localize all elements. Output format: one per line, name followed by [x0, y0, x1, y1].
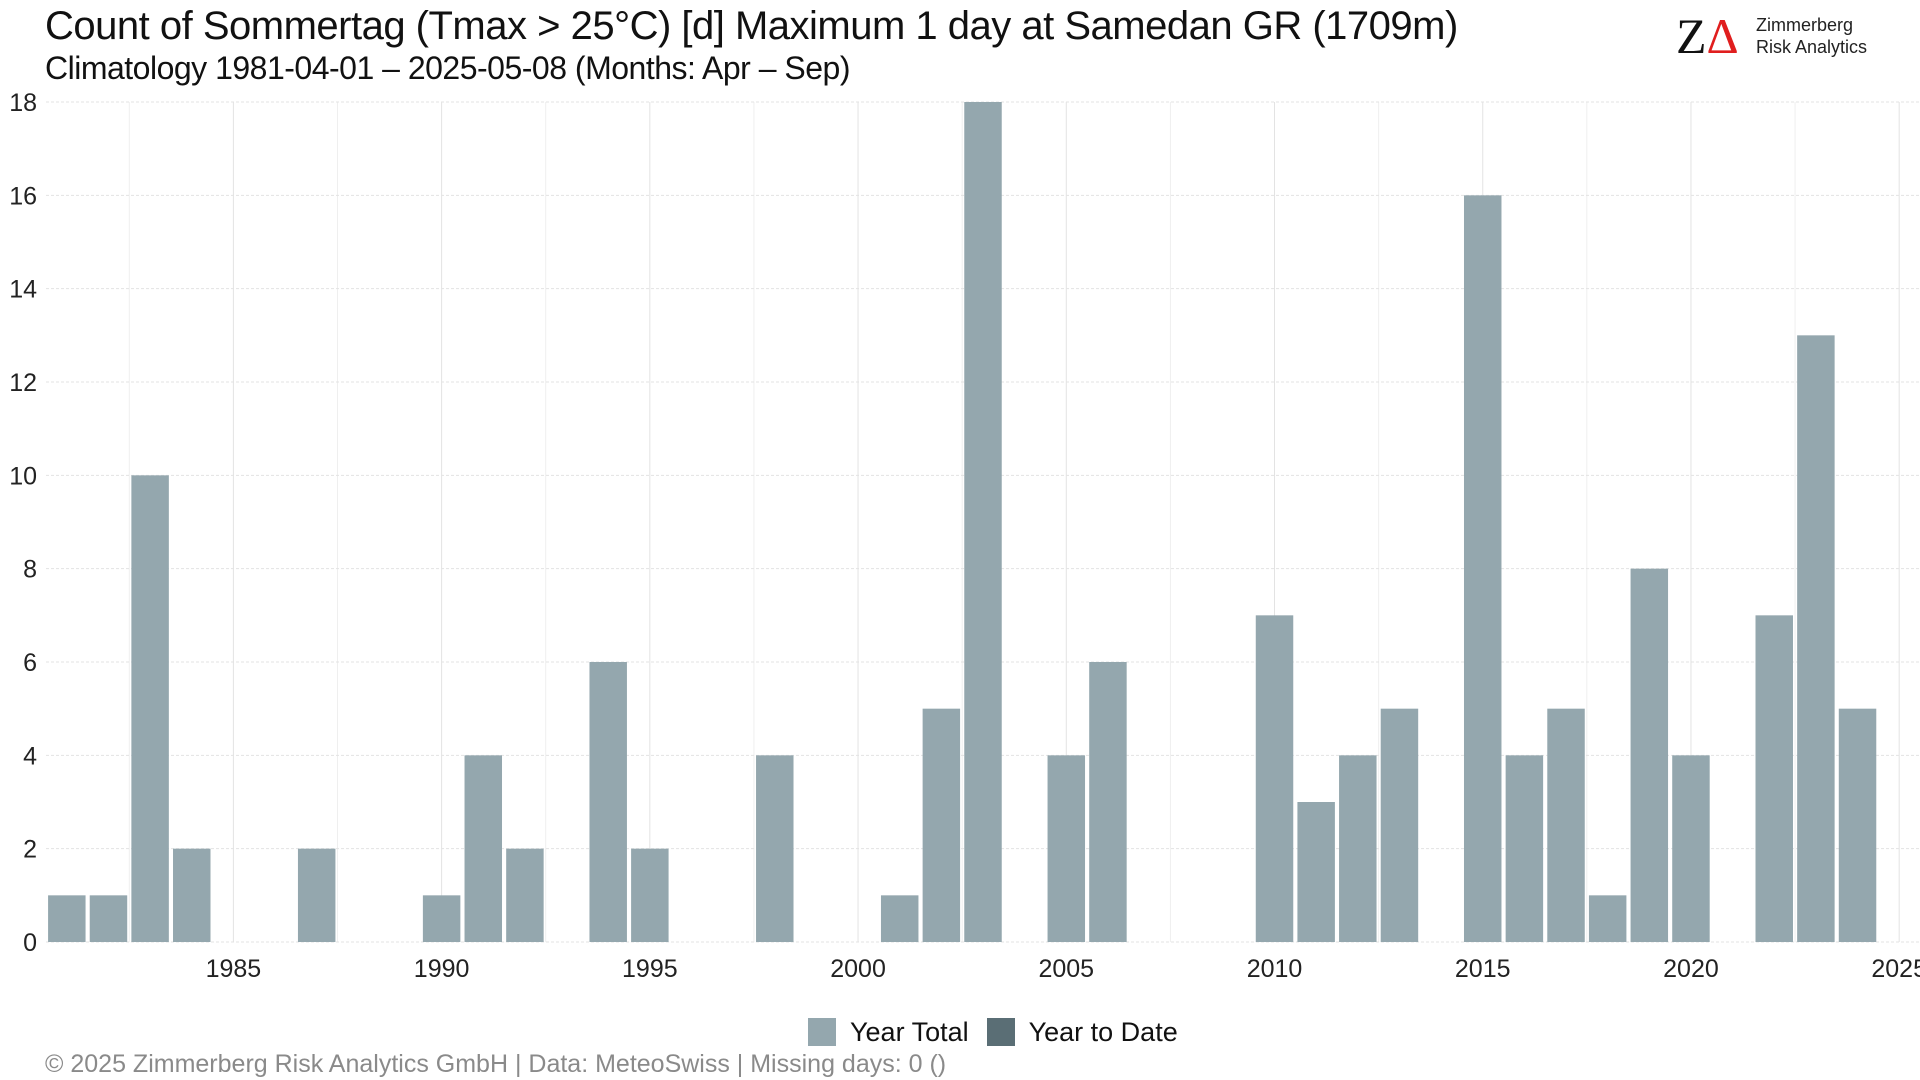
x-tick-label: 2020 — [1663, 955, 1719, 983]
logo-delta: Δ — [1706, 8, 1739, 64]
chart-title: Count of Sommertag (Tmax > 25°C) [d] Max… — [45, 4, 1458, 48]
x-tick-label: 2015 — [1455, 955, 1511, 983]
x-tick-label: 2025 — [1871, 955, 1920, 983]
legend-label-year-to-date: Year to Date — [1028, 1016, 1178, 1047]
bar-year-total — [1089, 662, 1127, 942]
legend-label-year-total: Year Total — [850, 1016, 969, 1047]
bar-chart: 0 2 4 6 8 10 12 14 16 18 1985 1990 1995 2000 2005 2010 2… — [9, 89, 1920, 983]
y-tick-label: 8 — [23, 556, 37, 584]
bar-year-total — [89, 895, 128, 942]
logo-line1: Zimmerberg — [1756, 15, 1854, 35]
bar-year-total — [1380, 708, 1419, 942]
x-tick-label: 1985 — [206, 955, 262, 983]
bar-year-total — [1588, 895, 1627, 942]
bar-year-total — [1547, 708, 1585, 942]
y-tick-label: 14 — [9, 276, 37, 304]
bar-year-total — [1047, 755, 1086, 942]
bar-year-total — [48, 895, 86, 942]
bar-year-total — [464, 755, 503, 942]
bar-year-total — [506, 848, 544, 942]
bar-year-total — [1463, 195, 1502, 943]
bar-year-total — [964, 102, 1002, 942]
bar-year-total — [1672, 755, 1710, 942]
logo-mark: ZΔ — [1676, 10, 1739, 62]
bar-year-total — [1339, 755, 1377, 942]
logo-z: Z — [1676, 8, 1707, 64]
y-tick-label: 4 — [23, 742, 37, 770]
y-tick-label: 6 — [23, 649, 37, 677]
bar-year-total — [1838, 708, 1877, 942]
bar-year-total — [922, 708, 961, 942]
y-tick-label: 16 — [9, 182, 37, 210]
bar-year-total — [880, 895, 919, 942]
y-tick-label: 2 — [23, 836, 37, 864]
bar-year-total — [422, 895, 461, 942]
bar-year-total — [131, 475, 169, 942]
legend: Year Total Year to Date — [808, 1015, 1196, 1049]
bar-year-total — [756, 755, 794, 942]
y-tick-label: 0 — [23, 929, 37, 957]
x-tick-label: 2000 — [830, 955, 886, 983]
bar-year-total — [1297, 802, 1335, 942]
bar-year-total — [1755, 615, 1793, 942]
y-tick-label: 12 — [9, 369, 37, 397]
logo-text: Zimmerberg Risk Analytics — [1756, 14, 1867, 58]
legend-swatch-year-total — [808, 1018, 836, 1046]
y-tick-label: 10 — [9, 462, 37, 490]
x-tick-label: 1995 — [622, 955, 678, 983]
chart-subtitle: Climatology 1981-04-01 – 2025-05-08 (Mon… — [45, 50, 850, 86]
x-tick-label: 1990 — [414, 955, 470, 983]
bar-year-total — [1255, 615, 1294, 942]
bar-year-total — [1797, 335, 1835, 942]
copyright-caption: © 2025 Zimmerberg Risk Analytics GmbH | … — [45, 1050, 947, 1078]
bar-year-total — [1630, 568, 1669, 942]
bar-year-total — [631, 848, 669, 942]
bar-year-total — [173, 848, 211, 942]
x-tick-label: 2005 — [1038, 955, 1094, 983]
y-tick-label: 18 — [9, 89, 37, 117]
logo-line2: Risk Analytics — [1756, 37, 1868, 57]
legend-swatch-year-to-date — [986, 1018, 1015, 1046]
legend-item-year-to-date: Year to Date — [986, 1016, 1178, 1048]
bar-year-total — [589, 662, 627, 942]
legend-item-year-total: Year Total — [808, 1017, 969, 1048]
bar-year-total — [1505, 755, 1544, 942]
company-logo: ZΔ Zimmerberg Risk Analytics — [1676, 10, 1896, 62]
bar-year-total — [297, 848, 336, 942]
x-tick-label: 2010 — [1247, 955, 1303, 983]
